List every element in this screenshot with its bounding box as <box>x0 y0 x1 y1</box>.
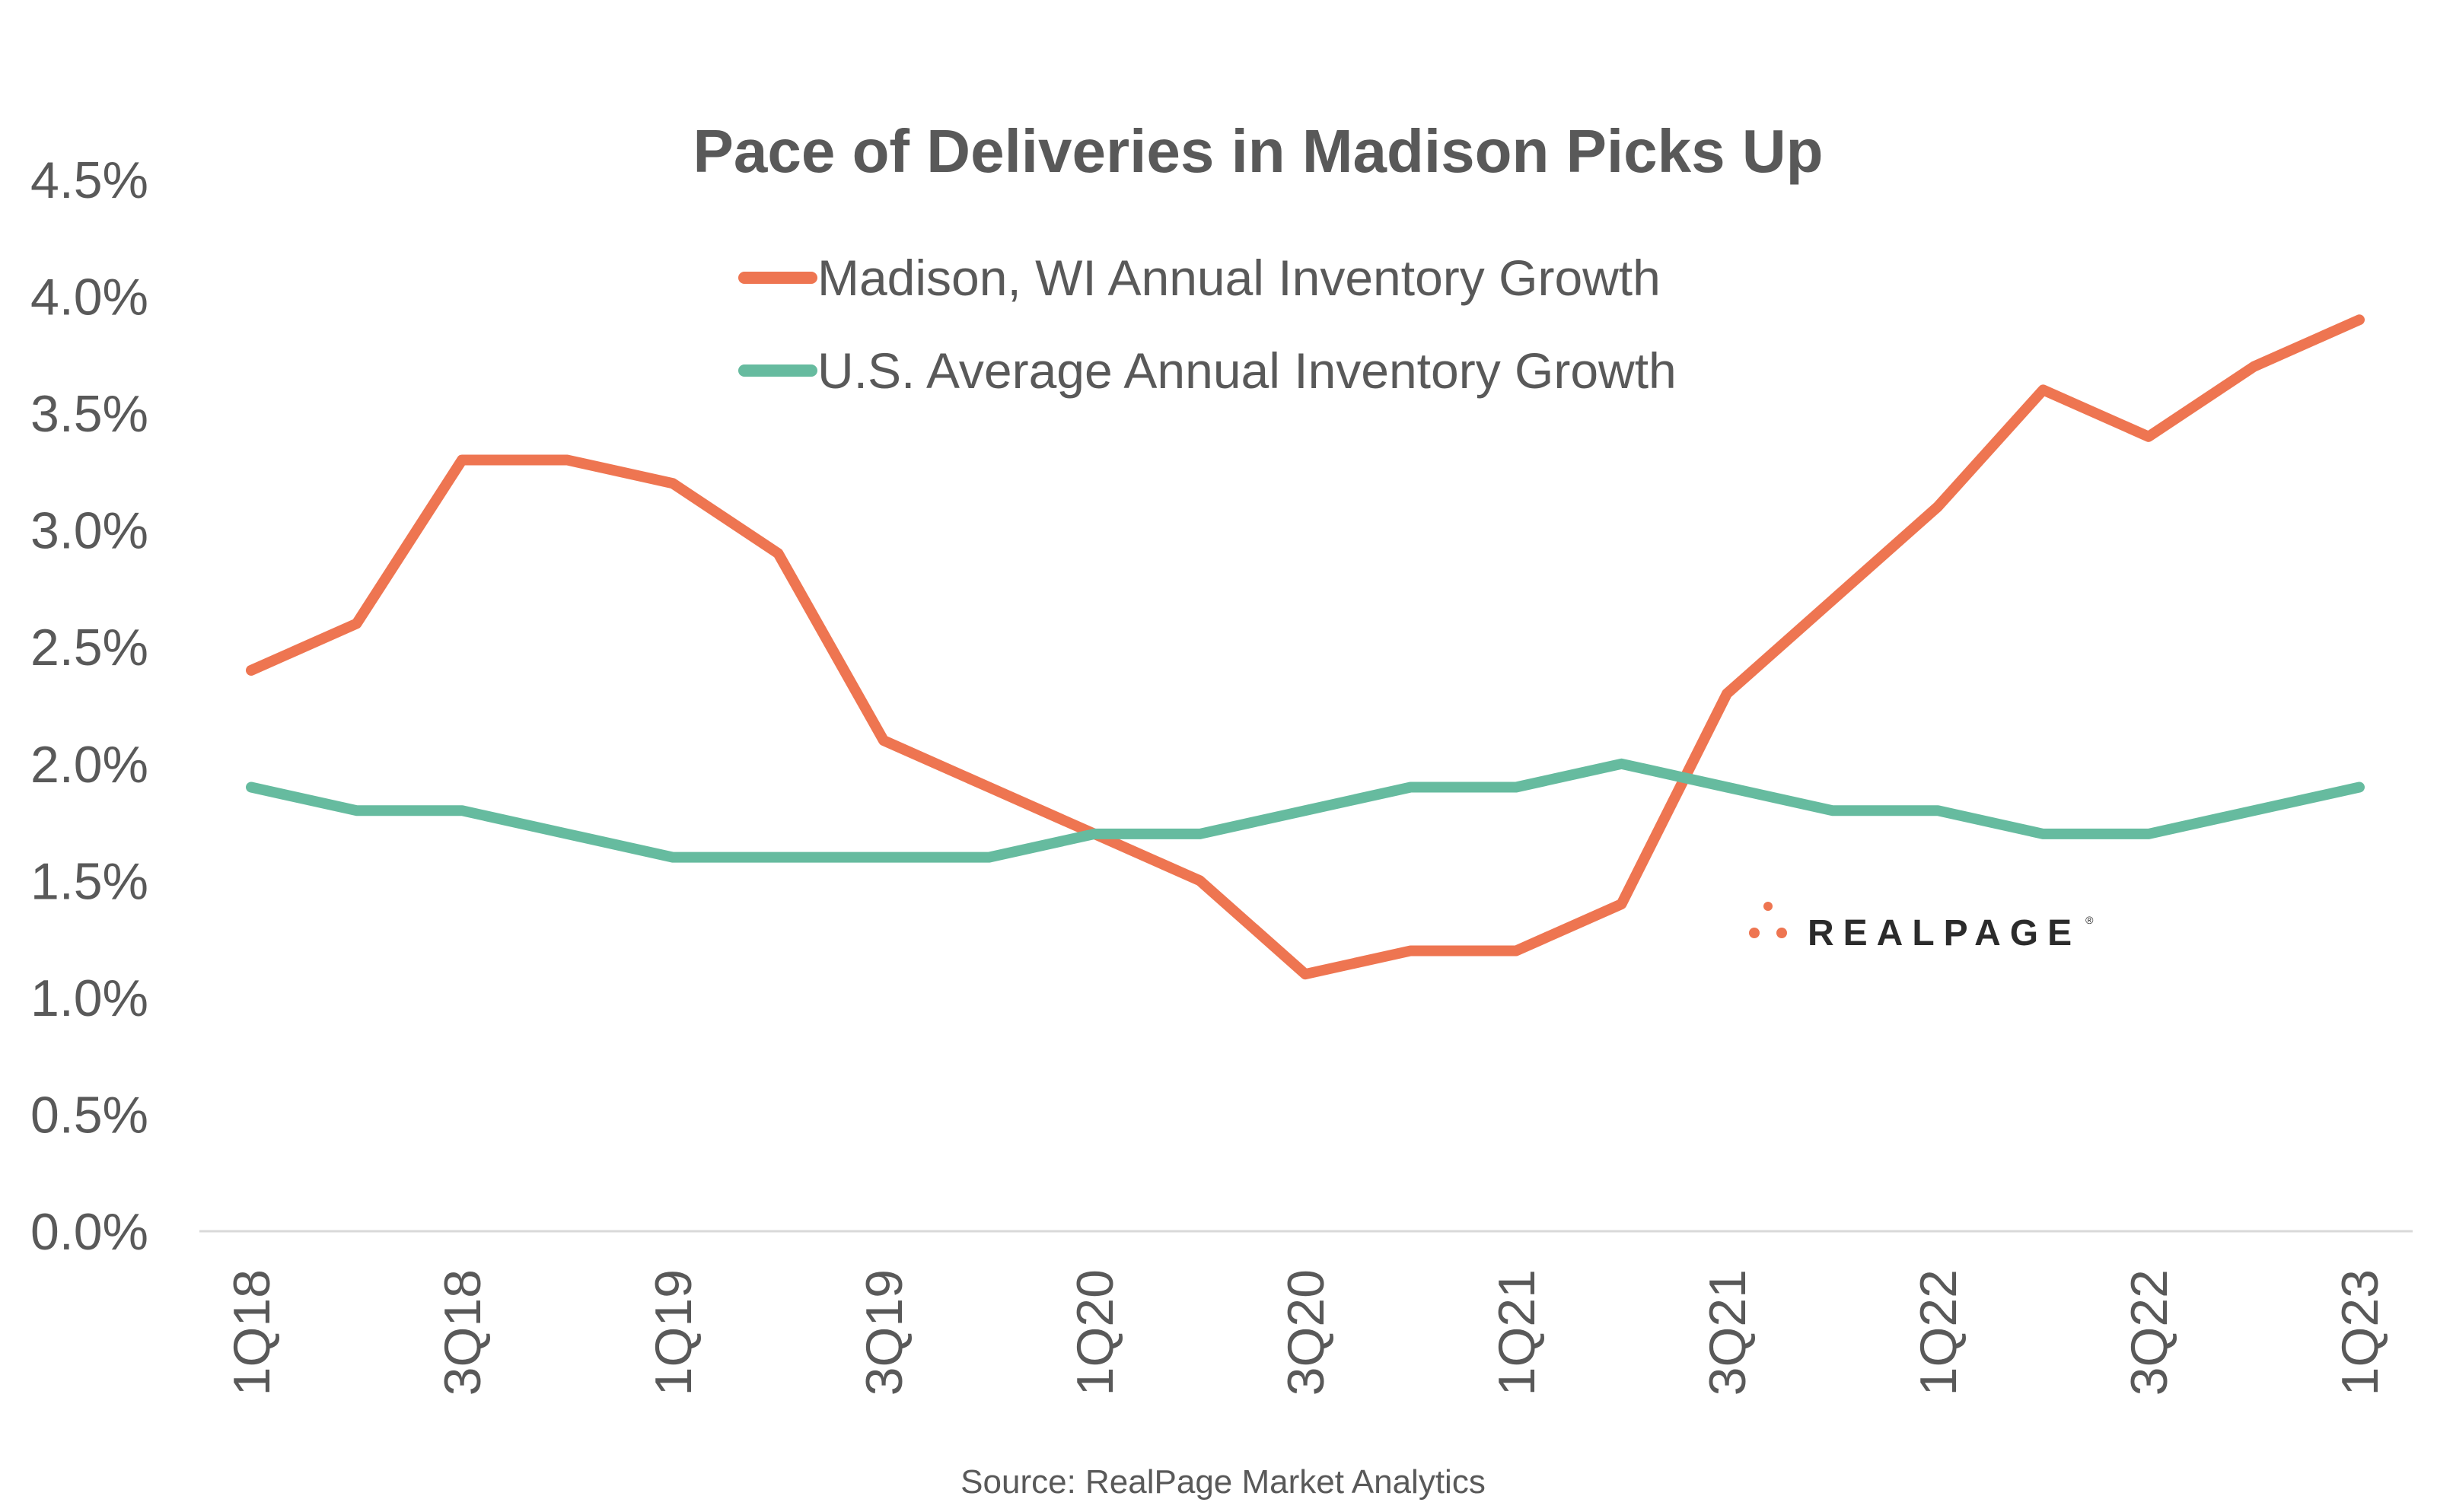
y-tick-label: 1.5% <box>30 852 148 910</box>
logo-dot <box>1749 928 1760 938</box>
legend-label: Madison, WI Annual Inventory Growth <box>817 250 1661 306</box>
y-tick-label: 1.0% <box>30 969 148 1027</box>
logo-text: REALPAGE <box>1808 913 2081 953</box>
x-tick-label: 3Q20 <box>1277 1269 1335 1396</box>
y-tick-label: 4.5% <box>30 151 148 209</box>
y-tick-label: 2.5% <box>30 619 148 676</box>
legend: Madison, WI Annual Inventory Growth U.S. … <box>738 250 1677 399</box>
x-tick-label: 3Q22 <box>2120 1269 2178 1396</box>
y-tick-label: 4.0% <box>30 269 148 326</box>
y-tick-label: 2.0% <box>30 736 148 794</box>
legend-label: U.S. Average Annual Inventory Growth <box>817 342 1677 399</box>
series-line-0 <box>246 314 2365 980</box>
y-axis: 0.0% 0.5% 1.0% 1.5% 2.0% 2.5% 3.0% 3.5% 4.0% 4.5% <box>30 151 148 1261</box>
x-tick-label: 1Q22 <box>1910 1269 1967 1396</box>
x-tick-label: 3Q18 <box>434 1269 492 1396</box>
x-tick-label: 1Q18 <box>223 1269 281 1396</box>
x-tick-label: 3Q21 <box>1699 1269 1757 1396</box>
x-tick-label: 3Q19 <box>855 1269 913 1396</box>
source-note: Source: RealPage Market Analytics <box>960 1463 1486 1501</box>
realpage-logo: REALPAGE ® <box>1749 902 2094 953</box>
y-tick-label: 3.0% <box>30 502 148 560</box>
x-tick-label: 1Q23 <box>2331 1269 2389 1396</box>
logo-dot <box>1776 928 1787 938</box>
series-lines <box>246 314 2365 980</box>
y-tick-label: 0.5% <box>30 1086 148 1144</box>
y-tick-label: 0.0% <box>30 1203 148 1261</box>
x-axis: 1Q18 3Q18 1Q19 3Q19 1Q20 3Q20 1Q21 3Q21 1Q22 3Q22… <box>223 1269 2389 1396</box>
y-tick-label: 3.5% <box>30 385 148 443</box>
logo-registered-mark: ® <box>2085 914 2094 926</box>
logo-dot <box>1763 902 1773 911</box>
chart-title: Pace of Deliveries in Madison Picks Up <box>693 117 1824 185</box>
x-tick-label: 1Q21 <box>1488 1269 1546 1396</box>
x-tick-label: 1Q19 <box>645 1269 702 1396</box>
x-tick-label: 1Q20 <box>1066 1269 1124 1396</box>
